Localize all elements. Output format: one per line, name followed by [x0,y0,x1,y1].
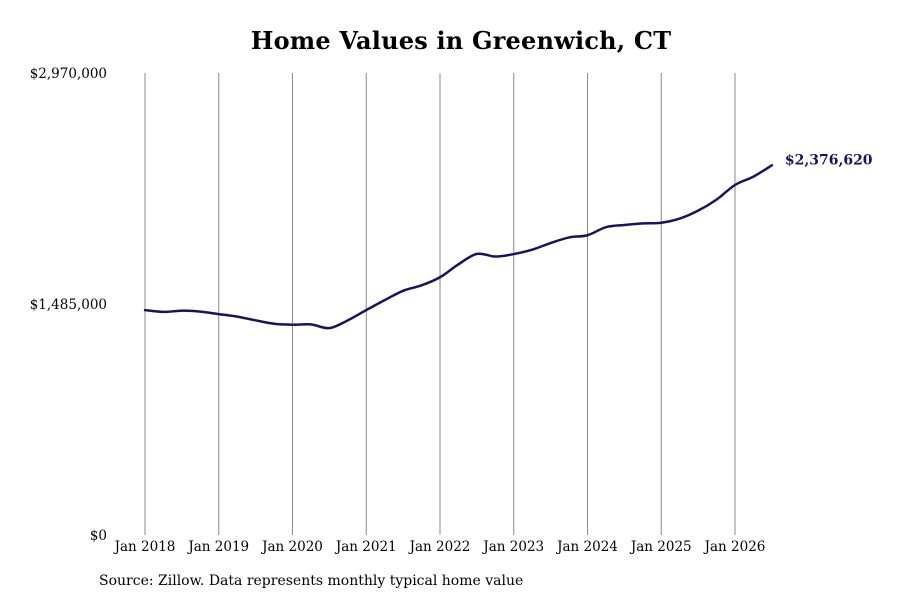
source-note: Source: Zillow. Data represents monthly … [99,573,524,589]
end-value-label: $2,376,620 [785,152,873,168]
x-tick-label: Jan 2026 [703,539,766,555]
annotations: $2,376,620 [785,152,873,168]
series-layer [143,164,774,330]
y-tick-label: $0 [90,528,107,544]
x-tick-label: Jan 2019 [186,539,249,555]
line-chart: Jan 2018 Jan 2019 Jan 2020 Jan 2021 Jan 2022… [30,66,873,555]
y-tick-label: $2,970,000 [30,66,107,82]
home-value-series-line [143,164,774,330]
x-tick-label: Jan 2021 [334,539,397,555]
y-tick-label: $1,485,000 [30,297,107,313]
x-tick-label: Jan 2020 [260,539,323,555]
x-tick-label: Jan 2022 [408,539,471,555]
axis-labels: Jan 2018 Jan 2019 Jan 2020 Jan 2021 Jan 2022… [30,66,766,555]
x-tick-label: Jan 2024 [555,539,618,555]
chart-title: Home Values in Greenwich, CT [250,26,672,55]
gridlines [144,73,736,535]
x-tick-label: Jan 2018 [113,539,176,555]
x-tick-label: Jan 2023 [481,539,544,555]
x-tick-label: Jan 2025 [629,539,692,555]
